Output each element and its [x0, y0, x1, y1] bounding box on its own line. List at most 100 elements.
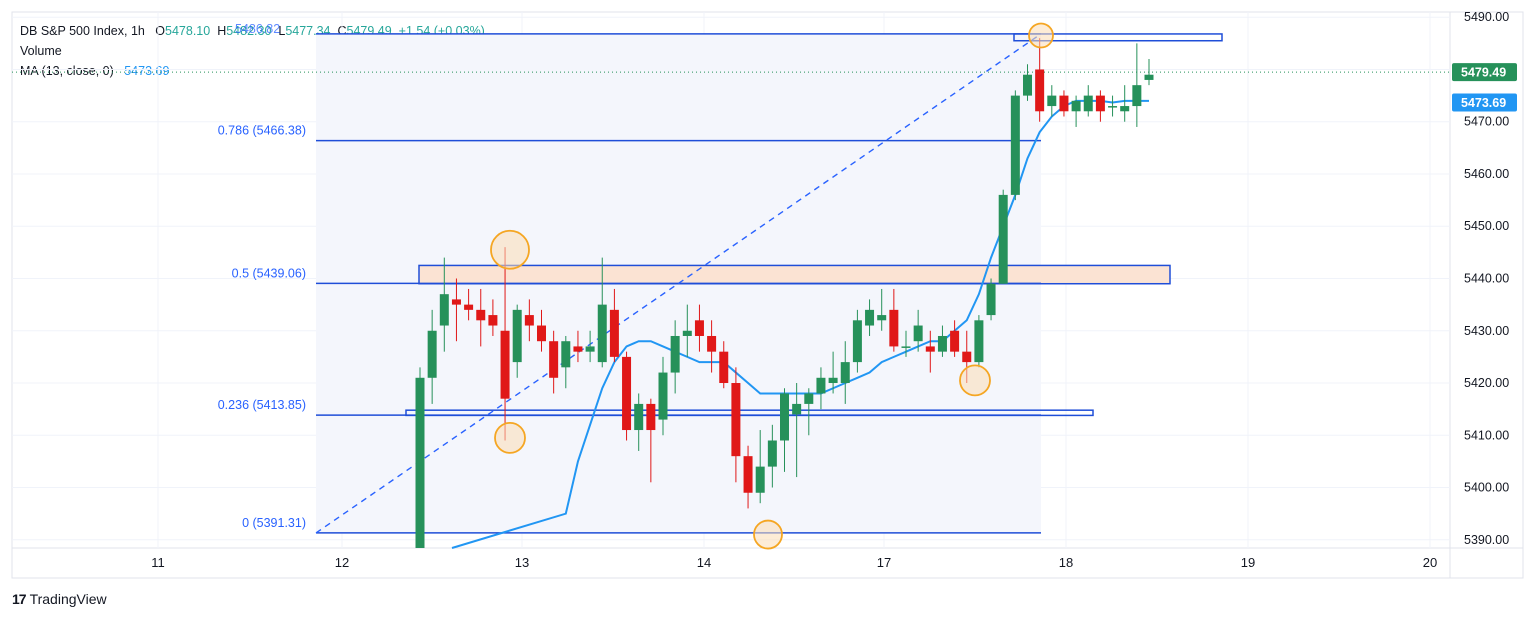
legend-ma-label: MA (13, close, 0): [20, 64, 114, 78]
y-tick-label: 5450.00: [1464, 219, 1509, 233]
candle-body: [792, 403, 802, 415]
candle-body: [852, 320, 862, 363]
candle-body: [464, 304, 474, 310]
y-tick-label: 5470.00: [1464, 115, 1509, 129]
candle-body: [1132, 85, 1142, 107]
candle-body: [840, 362, 850, 384]
candle-body: [865, 309, 875, 326]
candle-body: [901, 346, 911, 348]
x-tick-label: 17: [877, 555, 891, 570]
candle-body: [634, 403, 644, 431]
candle-body: [889, 309, 899, 347]
x-tick-label: 14: [697, 555, 711, 570]
fib-label: 0 (5391.31): [242, 516, 306, 530]
y-tick-label: 5490.00: [1464, 10, 1509, 24]
candle-body: [1047, 95, 1057, 107]
price-label-ma: 5473.69: [1461, 96, 1506, 110]
candle-body: [1010, 95, 1020, 195]
y-tick-label: 5410.00: [1464, 428, 1509, 442]
candle-body: [549, 341, 559, 378]
candle-body: [828, 377, 838, 384]
candle-body: [937, 335, 947, 352]
candle-body: [962, 351, 972, 363]
resistance-zone-top: [1013, 33, 1223, 42]
x-tick-label: 20: [1423, 555, 1437, 570]
candle-body: [622, 356, 632, 431]
zone-0.5: [418, 264, 1171, 285]
fib-label: 0.236 (5413.85): [218, 398, 306, 412]
y-tick-label: 5400.00: [1464, 481, 1509, 495]
candle-body: [755, 466, 765, 493]
chart-frame: [11, 11, 1524, 579]
legend-volume[interactable]: Volume: [20, 44, 62, 58]
highlight-circle: [959, 364, 991, 397]
legend-low-label: L: [278, 24, 286, 38]
tradingview-footer[interactable]: 17 TradingView: [12, 591, 107, 607]
candle-body: [816, 377, 826, 394]
candle-body: [609, 309, 619, 357]
price-label-box-ma: [1452, 93, 1517, 112]
candle-body: [1108, 106, 1118, 108]
fib-trend-line: [315, 33, 1042, 534]
candle-body: [512, 309, 522, 363]
candle-body: [597, 304, 607, 363]
y-tick-label: 5460.00: [1464, 167, 1509, 181]
fib-level-1-label: 5486.82: [235, 22, 280, 36]
x-tick-label: 19: [1241, 555, 1255, 570]
candle-body: [488, 315, 498, 326]
candle-body: [1035, 69, 1045, 112]
price-label-last_close: 5479.49: [1461, 66, 1506, 80]
candle-body: [767, 440, 777, 467]
candle-body: [500, 330, 510, 399]
legend-open-value: 5478.10: [165, 24, 211, 38]
candle-body: [1120, 106, 1130, 112]
legend-open-label: O: [155, 24, 166, 38]
candle-body: [1083, 95, 1093, 112]
candle-body: [1095, 95, 1105, 112]
candle-body: [974, 320, 984, 363]
candle-body: [682, 330, 692, 336]
legend-high-value: 5482.30: [226, 24, 272, 38]
candle-body: [877, 315, 887, 321]
candle-body: [573, 346, 583, 352]
fib-label: 0.786 (5466.38): [218, 124, 306, 138]
candle-body: [1071, 100, 1081, 112]
candle-body: [998, 194, 1008, 284]
candle-body: [658, 372, 668, 420]
fib-label: 0.5 (5439.06): [232, 266, 306, 280]
candle-body: [451, 299, 461, 305]
y-tick-label: 5440.00: [1464, 272, 1509, 286]
y-tick-label: 5390.00: [1464, 533, 1509, 547]
candle-body: [439, 294, 449, 326]
candle-body: [950, 330, 960, 352]
y-tick-label: 5430.00: [1464, 324, 1509, 338]
candle-body: [719, 351, 729, 384]
candle-body: [707, 335, 717, 352]
candle-body: [986, 283, 996, 316]
x-tick-label: 18: [1059, 555, 1073, 570]
candle-body: [1059, 95, 1069, 112]
legend-high-label: H: [217, 24, 227, 38]
highlight-circle: [1028, 22, 1054, 49]
legend-row-ma[interactable]: MA (13, close, 0) 5473.69: [20, 61, 485, 81]
candle-body: [670, 335, 680, 373]
price-label-box-last_close: [1452, 63, 1517, 82]
highlight-circle: [494, 421, 526, 454]
candle-body: [427, 330, 437, 378]
candle-body: [561, 341, 571, 368]
candle-body: [537, 325, 546, 342]
candle-body: [585, 346, 595, 352]
x-tick-label: 11: [151, 555, 165, 570]
candle-body: [731, 383, 741, 457]
tradingview-logo-icon: 17: [12, 591, 27, 607]
candle-body: [804, 393, 814, 404]
legend-symbol[interactable]: DB S&P 500 Index, 1h: [20, 24, 145, 38]
candle-body: [913, 325, 923, 342]
x-tick-label: 13: [515, 555, 529, 570]
candle-body: [646, 403, 656, 431]
candle-body: [1023, 74, 1032, 96]
candle-body: [925, 346, 935, 352]
candle-body: [1144, 74, 1154, 80]
highlight-circle: [753, 519, 783, 550]
